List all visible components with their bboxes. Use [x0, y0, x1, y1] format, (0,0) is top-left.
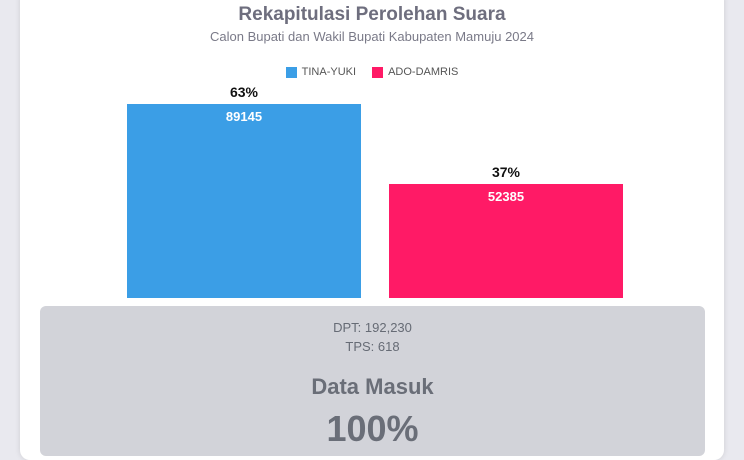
tps-text: TPS: 618 [345, 339, 400, 354]
chart-subtitle: Calon Bupati dan Wakil Bupati Kabupaten … [209, 29, 534, 44]
data-masuk-label: Data Masuk [311, 374, 434, 399]
bar-value-label-ado-damris: 52385 [488, 189, 524, 204]
legend-label-tina-yuki: TINA-YUKI [301, 66, 357, 78]
stats-panel: DPT: 192,230 TPS: 618 Data Masuk 100% [40, 306, 705, 456]
dpt-text: DPT: 192,230 [333, 320, 412, 335]
bar-percent-label-tina-yuki: 63% [230, 84, 259, 100]
chart-title: Rekapitulasi Perolehan Suara [238, 4, 506, 25]
bar-ado-damris[interactable] [389, 183, 623, 298]
bar-chart: 89145 63% 52385 37% [127, 84, 623, 298]
data-masuk-value: 100% [326, 408, 419, 449]
legend-swatch-tina-yuki [285, 66, 297, 78]
legend-item-tina-yuki[interactable]: TINA-YUKI [285, 66, 357, 78]
chart-legend: TINA-YUKI ADO-DAMRIS [0, 66, 744, 78]
bar-value-label-tina-yuki: 89145 [226, 109, 262, 124]
legend-item-ado-damris[interactable]: ADO-DAMRIS [372, 66, 458, 78]
legend-label-ado-damris: ADO-DAMRIS [388, 66, 459, 78]
bar-tina-yuki[interactable] [127, 104, 361, 298]
legend-swatch-ado-damris [372, 66, 384, 78]
bar-percent-label-ado-damris: 37% [492, 164, 521, 180]
